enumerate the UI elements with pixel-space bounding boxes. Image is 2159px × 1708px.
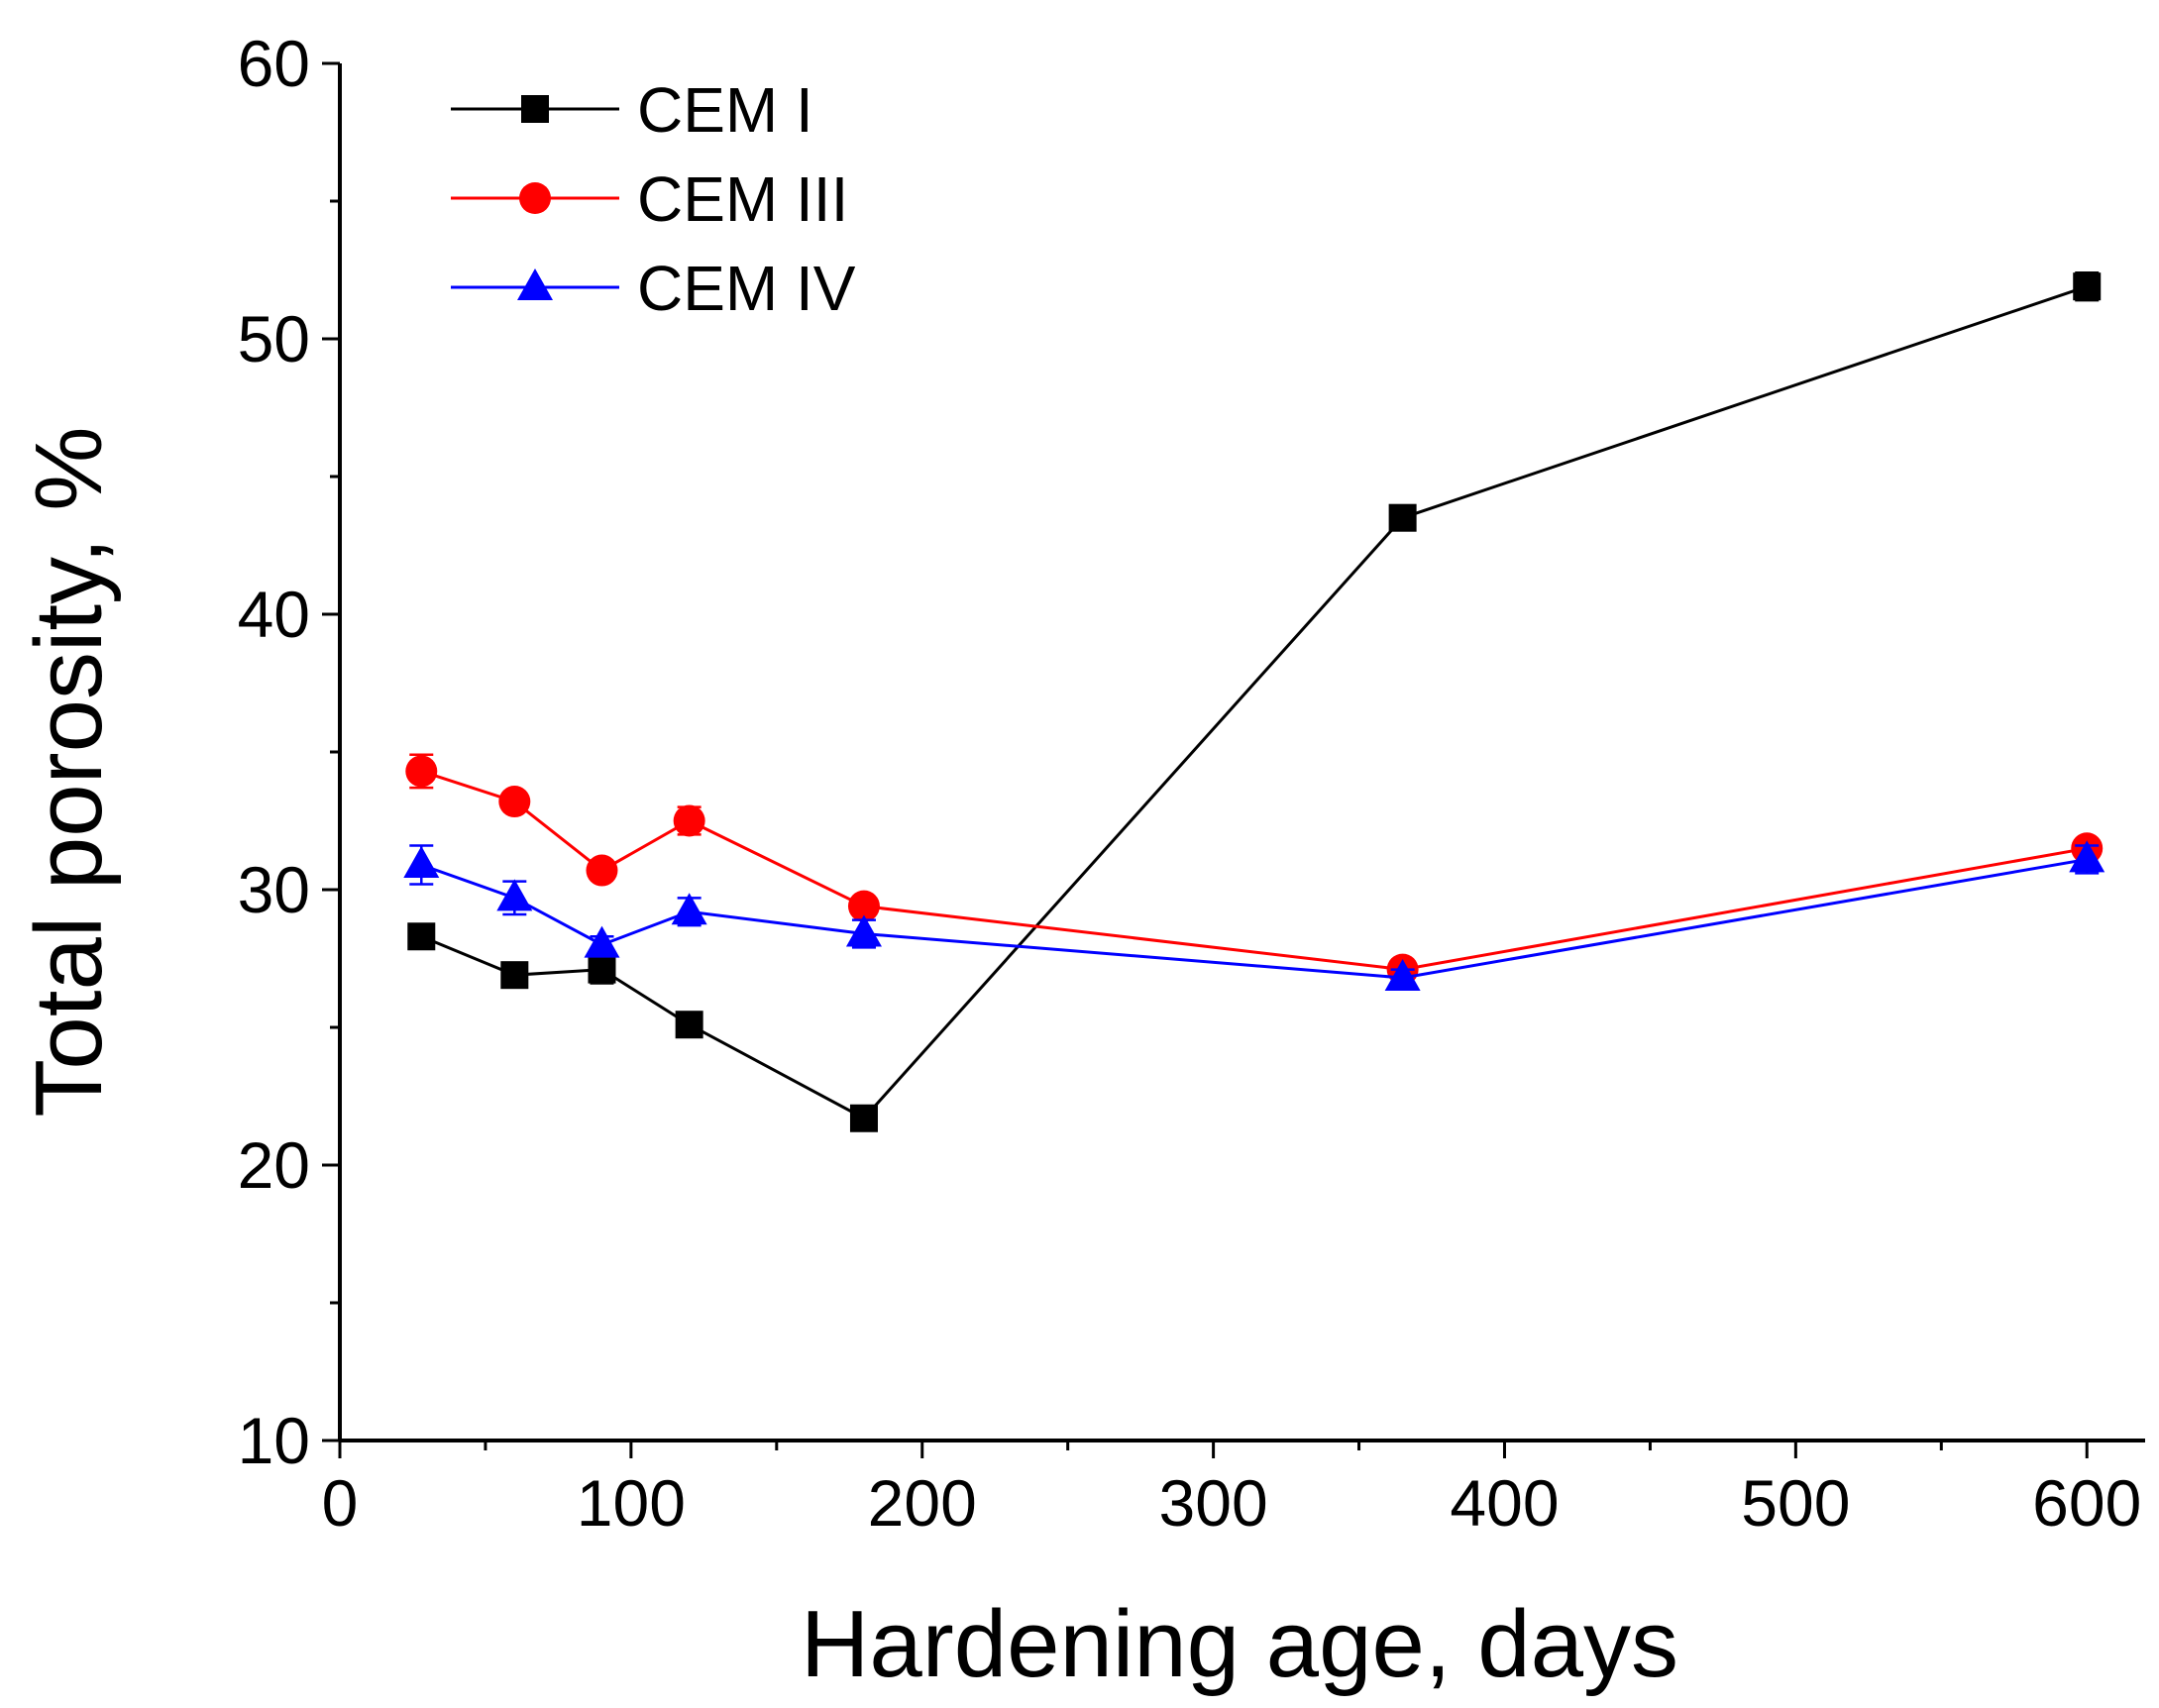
- y-axis-title: Total porosity, %: [16, 426, 122, 1117]
- y-tick-label: 10: [238, 1404, 310, 1477]
- legend-marker: [521, 95, 549, 123]
- x-axis-title: Hardening age, days: [801, 1591, 1678, 1697]
- x-tick-label: 400: [1450, 1466, 1559, 1540]
- x-tick-label: 300: [1159, 1466, 1268, 1540]
- data-point: [403, 845, 440, 878]
- series-line: [420, 284, 2088, 1121]
- series-line: [420, 770, 2088, 972]
- data-point: [407, 922, 436, 951]
- data-point: [500, 961, 529, 990]
- x-tick-label: 100: [577, 1466, 686, 1540]
- x-tick-label: 0: [322, 1466, 359, 1540]
- data-point: [671, 893, 707, 925]
- data-point: [675, 1011, 703, 1039]
- axis-ticks: 0 100 200 300 400 500 600 10 20 30 40 50 60: [238, 27, 2142, 1540]
- legend-item: CEM III: [451, 163, 848, 235]
- data-point: [845, 914, 882, 947]
- y-tick-label: 50: [238, 302, 310, 375]
- legend-label: CEM I: [637, 74, 813, 146]
- legend: CEM I CEM III CEM IV: [451, 74, 856, 324]
- series-line: [420, 857, 2088, 980]
- x-tick-label: 600: [2032, 1466, 2141, 1540]
- y-tick-label: 40: [238, 578, 310, 651]
- y-tick-label: 60: [238, 27, 310, 100]
- legend-marker: [519, 182, 551, 214]
- legend-item: CEM I: [451, 74, 813, 146]
- legend-label: CEM III: [637, 163, 848, 235]
- y-tick-label: 30: [238, 853, 310, 926]
- data-point: [496, 879, 533, 911]
- legend-marker: [517, 268, 553, 300]
- series-group: [403, 271, 2105, 1132]
- series-cem-iii: [405, 753, 2104, 986]
- legend-label: CEM IV: [637, 253, 856, 324]
- series-cem-i: [407, 271, 2102, 1132]
- series-cem-iv: [403, 840, 2105, 991]
- data-point: [2069, 840, 2105, 873]
- data-point: [847, 890, 880, 922]
- data-point: [849, 1104, 878, 1132]
- y-tick-label: 20: [238, 1128, 310, 1202]
- data-point: [584, 925, 620, 958]
- data-point: [1388, 503, 1417, 532]
- data-point: [498, 786, 531, 818]
- x-tick-label: 200: [868, 1466, 977, 1540]
- data-point: [673, 804, 705, 837]
- x-tick-label: 500: [1741, 1466, 1850, 1540]
- data-point: [1384, 958, 1421, 991]
- axes: 0 100 200 300 400 500 600 10 20 30 40 50 60: [238, 27, 2145, 1540]
- legend-item: CEM IV: [451, 253, 856, 324]
- data-point: [588, 955, 616, 984]
- data-point: [586, 854, 618, 887]
- data-point: [405, 755, 438, 788]
- data-point: [2073, 272, 2102, 301]
